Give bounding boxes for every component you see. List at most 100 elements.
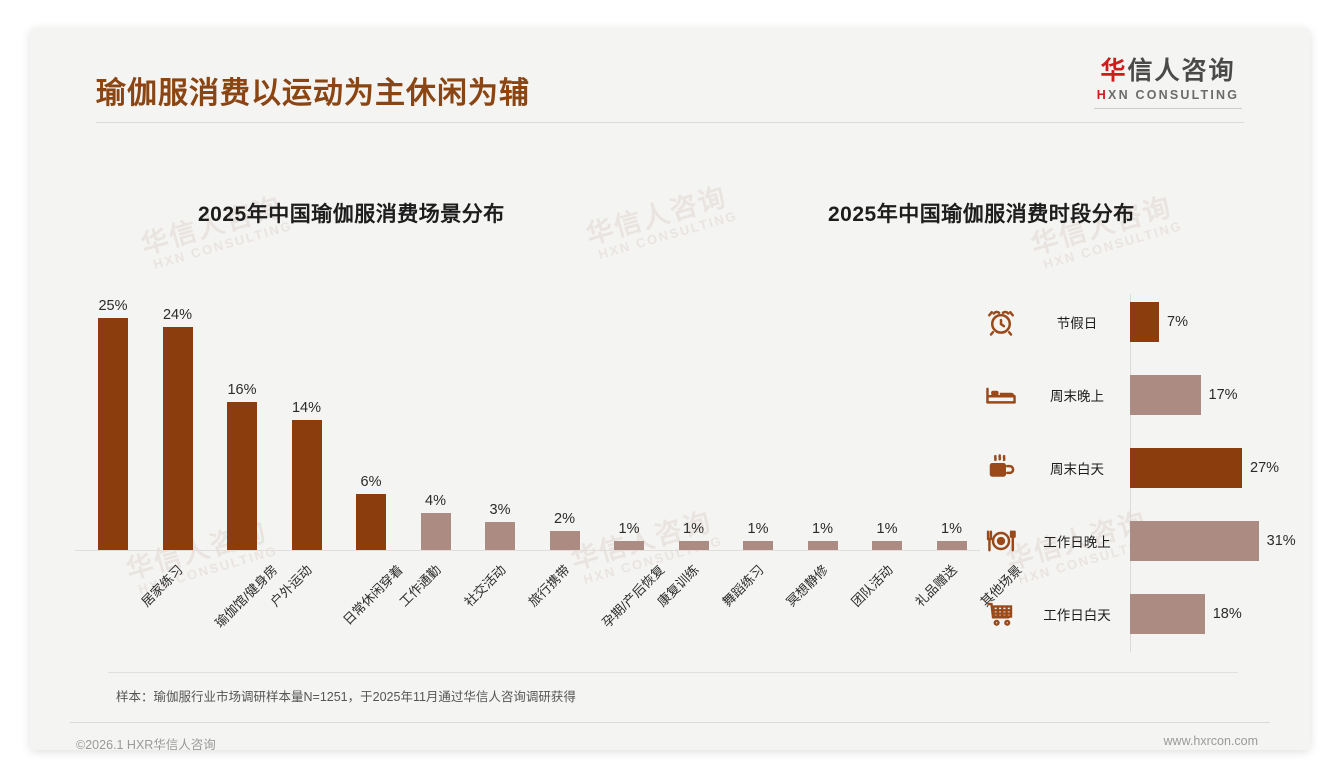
watermark: 华信人咨询 HXN CONSULTING <box>136 183 294 273</box>
column-bar[interactable] <box>420 512 451 550</box>
bar-category-label: 工作日白天 <box>1043 608 1111 623</box>
column-bar[interactable] <box>98 318 128 550</box>
logo-underline <box>1094 107 1242 109</box>
website-text: www.hxrcon.com <box>1163 734 1258 748</box>
bar-track: 18% <box>1130 590 1308 638</box>
sample-note: 样本：瑜伽服行业市场调研样本量N=1251，于2025年11月通过华信人咨询调研… <box>116 690 576 704</box>
company-logo: 华信人咨询 HXN CONSULTING <box>1094 57 1242 109</box>
bar-track: 31% <box>1130 517 1308 565</box>
slide-card: 华信人咨询 HXN CONSULTING 华信人咨询 HXN CONSULTIN… <box>30 28 1310 750</box>
column-bar-group: 1% <box>872 521 902 550</box>
bar-value-label: 1% <box>941 520 962 537</box>
bar-track: 17% <box>1130 371 1308 419</box>
x-axis-label: 工作通勤 <box>396 562 444 610</box>
bar-value-label: 4% <box>425 492 446 509</box>
x-axis-baseline <box>75 550 980 551</box>
bar-row: 节假日 7% <box>978 298 1308 346</box>
column-bar-group: 16% <box>227 382 257 550</box>
scene-distribution-chart: 25% 24% 16% 14% 6% 4% 3% 2% 1% 1% 1% 1% 1% 1% 居家练习 瑜伽馆… <box>70 278 1024 678</box>
bar-value-label: 2% <box>554 511 575 528</box>
column-bar-group: 6% <box>356 474 386 550</box>
column-bar[interactable] <box>614 540 644 550</box>
bar-value-label: 1% <box>747 520 769 537</box>
column-bar-group: 1% <box>614 521 644 550</box>
column-bar[interactable] <box>936 540 967 550</box>
bar-value-label: 1% <box>876 520 898 537</box>
bar-track: 27% <box>1130 444 1308 492</box>
bar-value-label: 7% <box>1167 314 1189 330</box>
column-bar-group: 1% <box>807 520 838 550</box>
dining-plate-icon <box>978 526 1024 556</box>
bar-category-label: 工作日晚上 <box>1043 535 1111 550</box>
chart-title-scene: 2025年中国瑜伽服消费场景分布 <box>198 203 505 226</box>
bar-value-label: 25% <box>98 298 128 314</box>
column-bar[interactable] <box>485 522 515 550</box>
watermark-cn: 华信人咨询 <box>582 181 731 251</box>
x-axis-label: 社交活动 <box>460 562 509 610</box>
shopping-cart-icon <box>978 599 1024 629</box>
time-distribution-chart: 节假日 7% 周末晚上 17% 周末白天 27% 工作日晚上 31% 工作日白天 18% <box>978 290 1308 660</box>
x-axis-label: 旅行携带 <box>525 562 573 610</box>
logo-chinese-red: 华 <box>1100 57 1128 85</box>
copyright-text: ©2026.1 HXR华信人咨询 <box>76 738 216 750</box>
page-title: 瑜伽服消费以运动为主休闲为辅 <box>96 77 530 110</box>
horizontal-bar[interactable] <box>1130 448 1243 488</box>
x-axis-labels: 居家练习 瑜伽馆/健身房 户外运动 日常休闲穿着 工作通勤 社交活动 旅行携带 孕期/产后恢复… <box>70 552 1024 662</box>
bar-value-label: 14% <box>291 400 322 417</box>
bar-category-label: 周末晚上 <box>1050 389 1104 404</box>
column-bar-group: 14% <box>291 400 322 550</box>
column-bar[interactable] <box>356 494 386 550</box>
footer-divider <box>70 722 1270 723</box>
watermark-en: HXN CONSULTING <box>596 207 740 263</box>
column-bar-group: 2% <box>549 511 580 550</box>
column-bar[interactable] <box>807 540 838 550</box>
horizontal-bar[interactable] <box>1130 375 1201 415</box>
bar-value-label: 16% <box>227 381 257 398</box>
watermark: 华信人咨询 HXN CONSULTING <box>1026 183 1184 273</box>
x-axis-label: 冥想静修 <box>783 562 831 610</box>
column-bar[interactable] <box>162 327 193 550</box>
horizontal-bar[interactable] <box>1130 521 1259 561</box>
column-bar[interactable] <box>227 401 257 550</box>
column-bar[interactable] <box>743 540 773 550</box>
column-bar-group: 1% <box>936 520 967 550</box>
bar-row: 工作日晚上 31% <box>978 517 1308 565</box>
x-axis-label: 团队活动 <box>847 562 896 610</box>
logo-chinese-rest: 信人咨询 <box>1127 57 1236 85</box>
column-bar[interactable] <box>291 420 322 550</box>
bar-value-label: 6% <box>360 474 382 491</box>
header-divider <box>96 122 1244 123</box>
bed-icon <box>978 380 1024 410</box>
bar-category-label: 周末白天 <box>1050 462 1104 477</box>
column-bar-group: 4% <box>420 492 451 550</box>
column-plot-area: 25% 24% 16% 14% 6% 4% 3% 2% 1% 1% 1% 1% 1% 1% <box>70 278 985 550</box>
coffee-cup-icon <box>978 453 1024 483</box>
logo-english: HXN CONSULTING <box>1094 88 1242 102</box>
logo-english-red: H <box>1096 87 1109 102</box>
x-axis-label: 居家练习 <box>138 562 186 610</box>
column-bar-group: 1% <box>743 521 773 550</box>
horizontal-bar[interactable] <box>1130 594 1205 634</box>
bar-value-label: 1% <box>683 520 704 537</box>
x-axis-label: 舞蹈练习 <box>718 562 767 610</box>
column-bar[interactable] <box>678 540 709 550</box>
note-divider <box>108 672 1238 673</box>
logo-english-rest: XN CONSULTING <box>1108 87 1240 102</box>
bar-value-label: 24% <box>162 307 193 324</box>
column-bar-group: 1% <box>678 520 709 550</box>
bar-value-label: 1% <box>812 520 833 537</box>
column-bar-group: 3% <box>485 502 515 550</box>
bar-category-label: 节假日 <box>1056 316 1098 331</box>
alarm-clock-icon <box>978 307 1024 337</box>
x-axis-label: 礼品赠送 <box>912 562 960 610</box>
bar-track: 7% <box>1130 298 1308 346</box>
bar-row: 工作日白天 18% <box>978 590 1308 638</box>
column-bar[interactable] <box>549 531 580 550</box>
bar-value-label: 1% <box>618 520 640 537</box>
column-bar-group: 25% <box>98 298 128 550</box>
column-bar[interactable] <box>872 540 902 550</box>
horizontal-bar[interactable] <box>1130 302 1160 342</box>
logo-chinese: 华信人咨询 <box>1094 57 1242 86</box>
bar-value-label: 31% <box>1266 533 1296 549</box>
bar-value-label: 3% <box>489 502 511 519</box>
